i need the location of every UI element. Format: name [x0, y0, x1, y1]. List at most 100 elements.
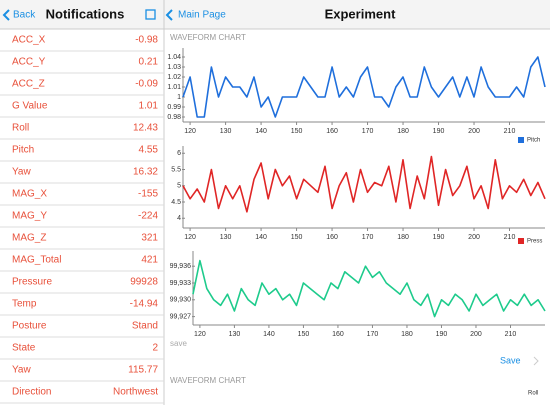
- y-tick-label: 1.03: [167, 64, 181, 71]
- chevron: [533, 356, 539, 366]
- y-tick-label: 99,930: [170, 297, 192, 304]
- legend-label: Press: [527, 239, 542, 245]
- x-tick-label: 180: [401, 331, 413, 338]
- row-value: Stand: [132, 321, 158, 332]
- row-label: G Value: [12, 101, 48, 112]
- row-label: MAG_Total: [12, 255, 61, 266]
- row-label: Pitch: [12, 145, 34, 156]
- x-tick-label: 180: [397, 234, 409, 241]
- row-value: 2: [152, 343, 158, 354]
- row-label: MAG_X: [12, 189, 47, 200]
- x-tick-label: 170: [362, 234, 374, 241]
- row-label: Yaw: [12, 365, 31, 376]
- y-tick-label: 5: [177, 183, 181, 190]
- x-tick-label: 160: [326, 234, 338, 241]
- section-label: WAVEFORM CHART: [170, 33, 246, 42]
- y-tick-label: 1.04: [167, 54, 181, 61]
- x-tick-label: 120: [194, 331, 206, 338]
- x-tick-label: 210: [505, 331, 517, 338]
- row-label: ACC_Z: [12, 79, 45, 90]
- x-tick-label: 180: [397, 128, 409, 135]
- main-back-button[interactable]: Main Page: [178, 10, 226, 21]
- row-label: Direction: [12, 387, 51, 398]
- x-tick-label: 200: [468, 128, 480, 135]
- x-tick-label: 170: [362, 128, 374, 135]
- row-value: -155: [138, 189, 158, 200]
- x-tick-label: 190: [436, 331, 448, 338]
- series-line: [182, 56, 546, 118]
- y-tick-label: 6: [177, 150, 181, 157]
- row-value: 4.55: [139, 145, 159, 156]
- x-tick-label: 130: [220, 128, 232, 135]
- x-tick-label: 190: [433, 128, 445, 135]
- row-label: MAG_Z: [12, 233, 46, 244]
- x-tick-label: 210: [504, 234, 516, 241]
- row-label: Roll: [12, 123, 29, 134]
- main-title: Experiment: [325, 6, 396, 21]
- x-tick-label: 140: [255, 234, 267, 241]
- series-line: [182, 155, 546, 213]
- y-tick-label: 0.98: [167, 114, 181, 121]
- x-tick-label: 170: [367, 331, 379, 338]
- row-value: 99928: [130, 277, 158, 288]
- y-tick-label: 99,936: [170, 263, 192, 270]
- y-tick-label: 1.02: [167, 74, 181, 81]
- y-tick-label: 1.01: [167, 84, 181, 91]
- save-button[interactable]: Save: [500, 355, 521, 365]
- x-tick-label: 210: [504, 128, 516, 135]
- row-label: ACC_Y: [12, 57, 46, 68]
- row-label: Yaw: [12, 167, 31, 178]
- back-button[interactable]: Back: [13, 10, 36, 21]
- row-label: State: [12, 343, 36, 354]
- row-value: 12.43: [133, 123, 158, 134]
- x-tick-label: 150: [291, 128, 303, 135]
- x-tick-label: 160: [326, 128, 338, 135]
- nav-bar: [0, 0, 550, 29]
- x-tick-label: 120: [184, 128, 196, 135]
- x-tick-label: 120: [184, 234, 196, 241]
- main-back-icon[interactable]: [165, 9, 173, 21]
- section-label: WAVEFORM CHART: [170, 376, 246, 385]
- x-tick-label: 130: [229, 331, 241, 338]
- row-label: Posture: [12, 321, 47, 332]
- row-value: Northwest: [113, 387, 158, 398]
- row-value: 1.01: [139, 101, 159, 112]
- row-value: 421: [141, 255, 158, 266]
- x-tick-label: 150: [298, 331, 310, 338]
- sidebar-title: Notifications: [46, 6, 125, 21]
- x-tick-label: 130: [220, 234, 232, 241]
- y-tick-label: 99,927: [170, 313, 192, 320]
- row-label: MAG_Y: [12, 211, 47, 222]
- row-value: 321: [141, 233, 158, 244]
- edit-icon[interactable]: [145, 9, 156, 20]
- x-tick-label: 140: [255, 128, 267, 135]
- row-value: -0.98: [135, 35, 158, 46]
- y-tick-label: 4: [177, 215, 181, 222]
- x-tick-label: 200: [470, 331, 482, 338]
- row-label: Temp: [12, 299, 37, 310]
- row-value: -0.09: [135, 79, 158, 90]
- row-value: 115.77: [128, 365, 158, 376]
- back-icon[interactable]: [2, 9, 10, 21]
- x-tick-label: 190: [433, 234, 445, 241]
- y-tick-label: 99,933: [170, 280, 192, 287]
- x-tick-label: 160: [332, 331, 344, 338]
- y-tick-label: 5.5: [171, 166, 181, 173]
- legend-swatch: [518, 137, 524, 143]
- row-value: 0.21: [139, 57, 159, 68]
- x-tick-label: 150: [291, 234, 303, 241]
- y-tick-label: 1: [177, 94, 181, 101]
- row-value: 16.32: [133, 167, 158, 178]
- x-tick-label: 140: [263, 331, 275, 338]
- legend-label: Pitch: [527, 138, 540, 144]
- x-tick-label: 200: [468, 234, 480, 241]
- legend-swatch: [518, 238, 524, 244]
- y-tick-label: 0.99: [167, 104, 181, 111]
- legend-label: Roll: [528, 391, 538, 397]
- save-label: save: [170, 339, 187, 348]
- row-label: ACC_X: [12, 35, 46, 46]
- row-label: Pressure: [12, 277, 52, 288]
- row-value: -224: [138, 211, 158, 222]
- y-tick-label: 4.5: [171, 199, 181, 206]
